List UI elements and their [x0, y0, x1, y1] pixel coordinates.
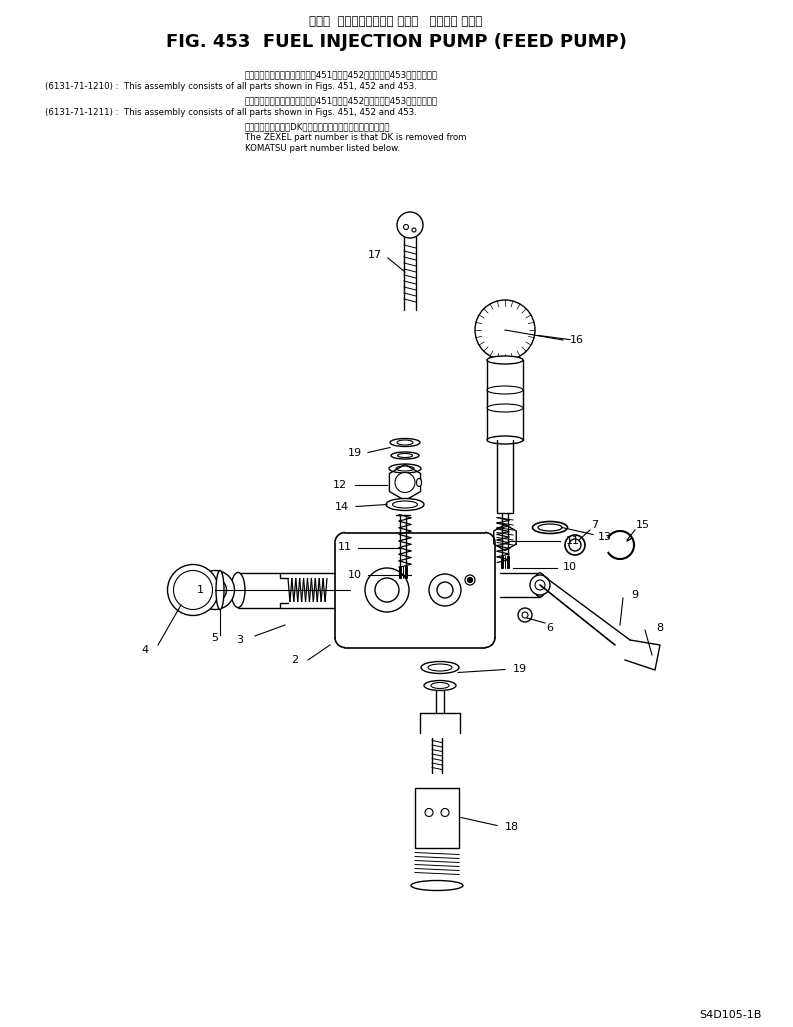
Ellipse shape	[216, 571, 224, 609]
Circle shape	[404, 225, 408, 229]
Text: 18: 18	[505, 823, 519, 833]
Ellipse shape	[397, 454, 412, 457]
Ellipse shape	[421, 661, 459, 674]
Text: 9: 9	[631, 589, 638, 600]
Ellipse shape	[538, 524, 562, 531]
Text: FIG. 453  FUEL INJECTION PUMP (FEED PUMP): FIG. 453 FUEL INJECTION PUMP (FEED PUMP)	[166, 33, 626, 51]
Circle shape	[412, 228, 416, 232]
Circle shape	[441, 808, 449, 816]
Bar	[415, 788, 459, 847]
Text: 15: 15	[636, 520, 650, 530]
Ellipse shape	[487, 386, 523, 394]
Text: 12: 12	[333, 480, 347, 490]
Ellipse shape	[393, 501, 417, 508]
Ellipse shape	[386, 498, 424, 510]
Text: フェル  インジェクション ポンプ   フィード ポンプ: フェル インジェクション ポンプ フィード ポンプ	[309, 15, 483, 28]
Ellipse shape	[396, 466, 414, 471]
Text: 13: 13	[598, 533, 612, 542]
Text: 14: 14	[335, 501, 349, 511]
Circle shape	[475, 300, 535, 360]
Text: 11: 11	[338, 542, 352, 553]
Text: S4D105-1B: S4D105-1B	[699, 1010, 762, 1020]
Text: 3: 3	[236, 635, 243, 645]
Text: 4: 4	[141, 645, 148, 655]
Circle shape	[196, 571, 235, 609]
Circle shape	[395, 472, 415, 493]
Ellipse shape	[431, 683, 449, 688]
Circle shape	[565, 535, 585, 555]
Text: 8: 8	[657, 623, 664, 633]
Text: 品番のメーカー記号DKを除いたものがゼクセルの品番です。: 品番のメーカー記号DKを除いたものがゼクセルの品番です。	[245, 122, 390, 131]
Circle shape	[468, 577, 473, 582]
Text: 16: 16	[570, 335, 584, 345]
Ellipse shape	[391, 452, 419, 459]
Text: 10: 10	[563, 563, 577, 572]
Circle shape	[375, 578, 399, 602]
Circle shape	[569, 539, 581, 551]
Circle shape	[204, 578, 227, 602]
Text: KOMATSU part number listed below.: KOMATSU part number listed below.	[245, 144, 400, 153]
Text: 2: 2	[292, 655, 298, 665]
Text: このアセンブリの構成部品は第451図、第452図および第453図を見ます。: このアセンブリの構成部品は第451図、第452図および第453図を見ます。	[245, 96, 438, 105]
Ellipse shape	[231, 572, 245, 608]
Text: 17: 17	[368, 250, 382, 260]
Text: (6131-71-1211) :  This assembly consists of all parts shown in Figs. 451, 452 an: (6131-71-1211) : This assembly consists …	[45, 108, 417, 117]
Circle shape	[365, 568, 409, 612]
Ellipse shape	[487, 436, 523, 444]
Ellipse shape	[397, 440, 413, 445]
Circle shape	[425, 808, 433, 816]
Text: 10: 10	[348, 570, 362, 579]
Text: 19: 19	[348, 448, 362, 457]
Text: 6: 6	[546, 623, 554, 633]
Text: 1: 1	[197, 585, 204, 595]
Ellipse shape	[390, 439, 420, 447]
Circle shape	[429, 574, 461, 606]
Circle shape	[437, 582, 453, 598]
Ellipse shape	[533, 522, 568, 533]
Circle shape	[397, 212, 423, 238]
Ellipse shape	[389, 464, 421, 473]
Ellipse shape	[487, 356, 523, 364]
Text: (6131-71-1210) :  This assembly consists of all parts shown in Figs. 451, 452 an: (6131-71-1210) : This assembly consists …	[45, 82, 417, 91]
Text: 19: 19	[513, 664, 527, 675]
Ellipse shape	[424, 681, 456, 690]
Ellipse shape	[534, 573, 546, 597]
Circle shape	[465, 575, 475, 585]
Circle shape	[535, 580, 545, 589]
Circle shape	[522, 612, 528, 618]
Circle shape	[518, 608, 532, 622]
Ellipse shape	[428, 664, 452, 671]
Ellipse shape	[411, 880, 463, 890]
Ellipse shape	[416, 479, 422, 487]
Text: 7: 7	[592, 520, 599, 530]
Text: 11: 11	[566, 535, 580, 545]
Circle shape	[174, 571, 213, 609]
Text: このアセンブリの構成部品は第451図、第452図および第453図を見ます。: このアセンブリの構成部品は第451図、第452図および第453図を見ます。	[245, 70, 438, 79]
Circle shape	[167, 565, 219, 615]
Text: The ZEXEL part number is that DK is removed from: The ZEXEL part number is that DK is remo…	[245, 134, 466, 142]
Text: 5: 5	[212, 633, 219, 643]
Ellipse shape	[487, 404, 523, 412]
Circle shape	[530, 575, 550, 595]
